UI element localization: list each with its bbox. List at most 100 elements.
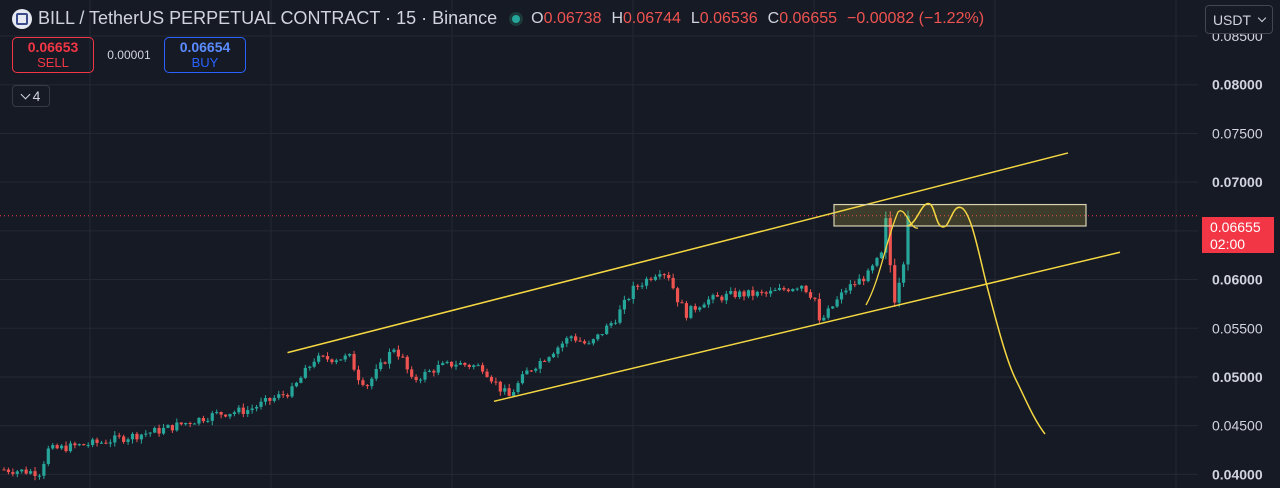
ohlc-low: L0.06536 (690, 9, 758, 27)
candle-body (170, 425, 174, 431)
buy-button[interactable]: 0.06654 BUY (164, 37, 246, 73)
candle-body (117, 435, 121, 437)
candle-body (906, 215, 910, 265)
candle-body (246, 410, 250, 414)
candle-body (879, 252, 884, 259)
candle-body (135, 433, 139, 440)
candle-body (215, 412, 219, 414)
candle-body (897, 282, 901, 303)
market-open-icon (509, 11, 524, 26)
candle-body (188, 422, 192, 424)
candle-body (68, 443, 73, 452)
candle-body (844, 290, 848, 293)
candle-body (361, 380, 365, 385)
ohlc-high: H0.06744 (611, 9, 681, 27)
trade-panel: 0.06653 SELL 0.00001 0.06654 BUY (12, 37, 246, 73)
sell-button[interactable]: 0.06653 SELL (12, 37, 94, 73)
candle-body (706, 299, 711, 305)
candle-body (498, 381, 502, 392)
candle-body (848, 284, 852, 291)
currency-label: USDT (1212, 11, 1252, 28)
candle-body (321, 355, 325, 357)
candle-body (277, 394, 281, 398)
candle-body (232, 412, 237, 415)
candle-body (835, 299, 839, 307)
candle-body (387, 351, 392, 364)
candle-body (166, 425, 170, 428)
candle-body (436, 364, 440, 373)
price-axis-tick: 0.07000 (1212, 174, 1263, 190)
candle-body (782, 287, 786, 290)
candle-body (254, 406, 259, 409)
candle-body (37, 475, 42, 477)
candle-body (667, 274, 671, 278)
candle-body (551, 353, 556, 358)
candle-body (334, 360, 338, 363)
candle-body (241, 407, 245, 414)
impulse-wave-line (865, 210, 919, 306)
candle-body (893, 265, 897, 303)
candle-body (201, 417, 206, 422)
candle-body (374, 369, 378, 379)
candle-body (206, 420, 210, 422)
price-axis-tick: 0.08000 (1212, 77, 1263, 93)
candle-body (192, 423, 197, 425)
candle-body (831, 306, 835, 309)
indicators-toggle-button[interactable]: 4 (12, 85, 50, 107)
candle-body (352, 353, 356, 370)
candle-body (343, 355, 347, 360)
candle-body (853, 284, 857, 286)
candle-body (901, 264, 906, 283)
candle-body (680, 302, 684, 304)
candle-body (286, 394, 290, 397)
candle-body (15, 471, 19, 474)
candle-body (644, 278, 649, 286)
candle-body (503, 388, 507, 392)
price-axis-tick: 0.05000 (1212, 369, 1263, 385)
candle-body (556, 347, 560, 354)
candle-body (445, 361, 449, 364)
candle-body (73, 443, 77, 446)
candle-body (281, 394, 285, 396)
candle-body (795, 288, 799, 290)
candle-body (210, 413, 214, 421)
currency-select[interactable]: USDT (1205, 5, 1273, 34)
last-price-value: 0.06655 (1210, 219, 1261, 235)
candle-body (175, 422, 179, 431)
candle-body (870, 265, 875, 271)
candle-body (715, 295, 720, 297)
candle-body (888, 218, 892, 266)
symbol-title[interactable]: BILL / TetherUS PERPETUAL CONTRACT · 15 … (38, 8, 498, 28)
candle-body (33, 471, 37, 476)
sell-price: 0.06653 (27, 39, 79, 55)
candle-body (596, 334, 600, 340)
candle-body (290, 386, 294, 397)
candle-body (494, 381, 498, 383)
candle-body (609, 323, 613, 326)
candle-body (720, 296, 724, 301)
candle-body (11, 472, 15, 474)
chart-grid (0, 0, 1198, 488)
candle-body (223, 414, 228, 417)
candle-body (330, 359, 334, 363)
candle-body (228, 414, 232, 417)
candle-body (884, 218, 888, 253)
candle-body (582, 341, 587, 344)
candle-body (755, 291, 759, 296)
candle-body (751, 290, 755, 296)
candle-body (370, 378, 374, 387)
candle-body (396, 349, 400, 357)
candle-body (263, 397, 268, 402)
candle-body (702, 304, 706, 308)
candle-body (574, 336, 578, 341)
chart-header: BILL / TetherUS PERPETUAL CONTRACT · 15 … (12, 8, 984, 29)
candle-body (516, 383, 520, 393)
candle-body (77, 444, 81, 446)
candle-body (627, 298, 631, 300)
candle-body (161, 427, 166, 434)
candle-body (423, 371, 427, 380)
candle-body (237, 407, 241, 413)
candle-body (418, 379, 423, 381)
candle-body (272, 397, 276, 401)
